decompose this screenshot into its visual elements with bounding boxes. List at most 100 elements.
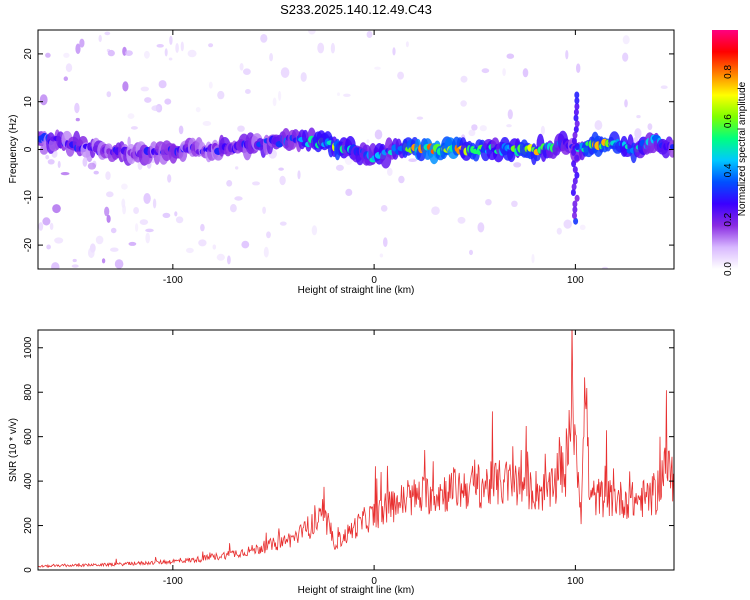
spectrogram-speckle <box>647 123 653 131</box>
snr-y-tick-label: 0 <box>23 567 34 573</box>
spectrogram-burst <box>571 137 577 145</box>
spectrogram-speckle <box>98 34 102 43</box>
spectrogram-speckle <box>243 68 251 75</box>
spectrogram-speckle <box>330 42 335 54</box>
spectrogram-speckle <box>144 50 150 59</box>
spectrogram-speckle <box>93 170 99 175</box>
snr-y-tick-label: 200 <box>23 517 34 534</box>
snr-frame <box>37 329 675 571</box>
spectrogram-speckle <box>266 231 271 239</box>
spectrogram-speckle <box>408 158 417 162</box>
spectrogram-speckle <box>175 43 179 53</box>
spectrogram-x-ticks: -100 0 100 <box>163 30 584 286</box>
spectrogram-speckle <box>195 107 201 113</box>
spectrogram-speckle <box>457 216 466 224</box>
spectrogram-speckle <box>239 63 244 71</box>
spectrogram-speckle <box>366 139 370 144</box>
spectrogram-x-tick-label: 100 <box>567 275 584 286</box>
spectrogram-speckle <box>151 105 161 112</box>
spectrogram-y-tick-label: -10 <box>23 190 34 205</box>
spectrogram-speckle <box>124 50 133 56</box>
spectrogram-speckle <box>579 224 586 230</box>
spectrogram-speckle <box>594 120 603 131</box>
spectrogram-ridge-core <box>670 144 674 150</box>
spectrogram-speckle <box>164 48 168 57</box>
spectrogram-speckle <box>245 89 251 94</box>
spectrogram-speckle <box>469 249 473 256</box>
colorbar-tick-label: 0.0 <box>723 262 734 276</box>
spectrogram-burst <box>574 91 580 99</box>
snr-y-tick-label: 1000 <box>23 336 34 359</box>
spectrogram-burst <box>572 131 578 139</box>
spectrogram-speckle <box>269 53 273 62</box>
spectrogram-speckle <box>156 44 164 48</box>
spectrogram-speckle <box>143 193 151 204</box>
spectrogram-speckle <box>556 227 562 235</box>
spectrogram-y-tick-label: 10 <box>23 96 34 108</box>
spectrogram-speckle <box>317 42 325 54</box>
colorbar-gradient <box>712 30 738 269</box>
snr-x-tick-label: 100 <box>567 576 584 587</box>
spectrogram-speckle <box>262 206 266 214</box>
spectrogram-speckle <box>39 94 48 106</box>
spectrogram-speckle <box>230 204 237 213</box>
spectrogram-speckle <box>297 170 301 180</box>
spectrogram-y-tick-label: -20 <box>23 237 34 252</box>
snr-y-tick-label: 800 <box>23 383 34 400</box>
spectrogram-speckle <box>54 237 64 244</box>
spectrogram-speckle <box>106 191 114 198</box>
snr-background <box>38 330 674 570</box>
spectrogram-speckle <box>110 247 119 252</box>
spectrogram-speckle <box>217 90 225 100</box>
snr-marks <box>38 330 674 568</box>
spectrogram-speckle <box>507 109 513 120</box>
spectrogram-burst <box>574 120 580 128</box>
spectrogram-speckle <box>122 81 129 92</box>
spectrogram-burst <box>574 154 580 162</box>
colorbar: 0.0 0.2 0.4 0.6 0.8 Normalized spectral ampl… <box>712 30 748 276</box>
colorbar-tick-label: 0.2 <box>723 212 734 226</box>
spectrogram-speckle <box>335 164 344 171</box>
spectrogram-speckle <box>278 90 282 101</box>
spectrogram-speckle <box>105 171 111 181</box>
spectrogram-speckle <box>392 47 396 56</box>
spectrogram-speckle <box>169 35 173 45</box>
spectrogram-speckle <box>308 30 316 35</box>
spectrogram-speckle <box>57 160 61 169</box>
snr-y-tick-label: 400 <box>23 472 34 489</box>
spectrogram-speckle <box>104 31 111 36</box>
spectrogram-speckle <box>110 227 117 234</box>
snr-x-tick-label: -100 <box>163 576 183 587</box>
colorbar-tick-label: 0.4 <box>723 163 734 177</box>
spectrogram-speckle <box>477 222 485 233</box>
spectrogram-speckle <box>60 172 70 176</box>
spectrogram-speckle <box>502 68 506 77</box>
spectrogram-burst <box>572 166 578 174</box>
spectrogram-speckle <box>279 221 287 226</box>
spectrogram-speckle <box>49 222 54 230</box>
spectrogram-speckle <box>563 219 572 229</box>
spectrogram-marks <box>38 30 674 269</box>
spectrogram-speckle <box>46 244 51 250</box>
spectrogram-speckle <box>168 57 173 61</box>
spectrogram-speckle <box>565 50 569 60</box>
spectrogram-speckle <box>216 253 225 261</box>
spectrogram-speckle <box>479 125 487 132</box>
spectrogram-x-axis-label: Height of straight line (km) <box>298 285 415 296</box>
spectrogram-burst <box>574 103 580 110</box>
spectrogram-speckle <box>602 266 608 269</box>
snr-y-tick-label: 600 <box>23 428 34 445</box>
spectrogram-burst <box>573 125 579 133</box>
spectrogram-speckle <box>624 99 628 108</box>
spectrogram-speckle <box>234 196 243 201</box>
spectrogram-speckle <box>622 52 629 62</box>
spectrogram-speckle <box>71 264 79 268</box>
spectrogram-speckle <box>397 71 404 80</box>
spectrogram-speckle <box>235 166 239 170</box>
spectrogram-speckle <box>106 91 112 98</box>
spectrogram-speckle <box>208 43 214 48</box>
spectrogram-speckle <box>622 35 630 45</box>
spectrogram-speckle <box>164 98 172 105</box>
spectrogram-speckle <box>65 63 73 73</box>
